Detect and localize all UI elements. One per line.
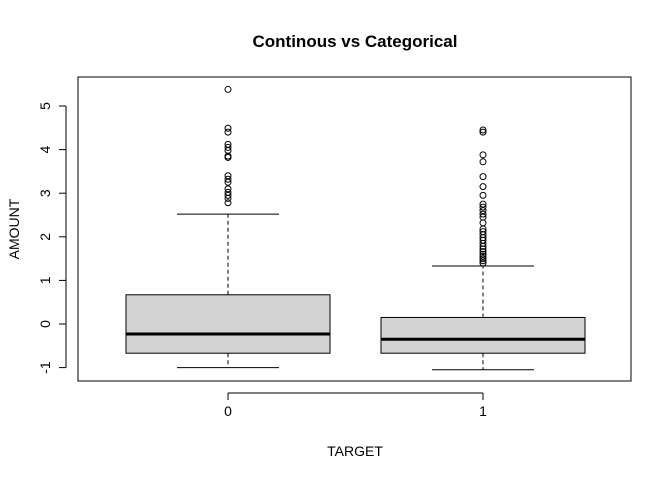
outlier-point — [479, 210, 487, 218]
outlier-point — [479, 158, 487, 166]
outlier-point — [224, 175, 232, 183]
y-tick-label: 3 — [37, 189, 53, 197]
box-group-1 — [380, 126, 586, 371]
outlier-point — [224, 191, 232, 199]
outlier-point — [479, 259, 487, 267]
outlier-point — [479, 257, 487, 265]
outlier-point — [224, 128, 232, 136]
outlier-point — [224, 185, 232, 193]
outlier-point — [479, 207, 487, 215]
x-tick-label: 1 — [479, 403, 487, 419]
outlier-point — [479, 250, 487, 258]
outlier-point — [479, 151, 487, 159]
outlier-point — [224, 85, 232, 93]
outlier-point — [224, 194, 232, 202]
y-tick-label: 4 — [37, 145, 53, 153]
outlier-point — [224, 153, 232, 161]
outlier-point — [224, 143, 232, 151]
x-tick-label: 0 — [224, 403, 232, 419]
boxes-layer — [125, 85, 586, 371]
outlier-point — [479, 252, 487, 260]
plot-frame — [77, 76, 632, 382]
y-axis: -1 0 1 2 3 4 5 — [37, 102, 67, 374]
y-tick-label: -1 — [37, 361, 53, 374]
outlier-point — [479, 248, 487, 256]
y-tick-label: 0 — [37, 320, 53, 328]
chart-title: Continous vs Categorical — [253, 32, 458, 51]
outlier-point — [479, 255, 487, 263]
outlier-point — [224, 172, 232, 180]
outlier-point — [479, 245, 487, 253]
outlier-point — [224, 124, 232, 132]
box-group-0 — [125, 85, 331, 369]
y-axis-label: AMOUNT — [6, 198, 22, 259]
iqr-box — [380, 316, 586, 354]
outlier-point — [224, 199, 232, 207]
outlier-point — [479, 203, 487, 211]
outlier-point — [479, 200, 487, 208]
outlier-point — [479, 191, 487, 199]
outlier-point — [479, 128, 487, 136]
outlier-point — [224, 178, 232, 186]
y-tick-label: 1 — [37, 276, 53, 284]
outlier-point — [479, 242, 487, 250]
y-tick-label: 5 — [37, 102, 53, 110]
outlier-point — [479, 183, 487, 191]
outlier-point — [479, 219, 487, 227]
x-axis-label: TARGET — [327, 443, 383, 459]
outlier-point — [479, 173, 487, 181]
outlier-point — [479, 126, 487, 134]
y-tick-label: 2 — [37, 233, 53, 241]
iqr-box — [125, 294, 331, 354]
